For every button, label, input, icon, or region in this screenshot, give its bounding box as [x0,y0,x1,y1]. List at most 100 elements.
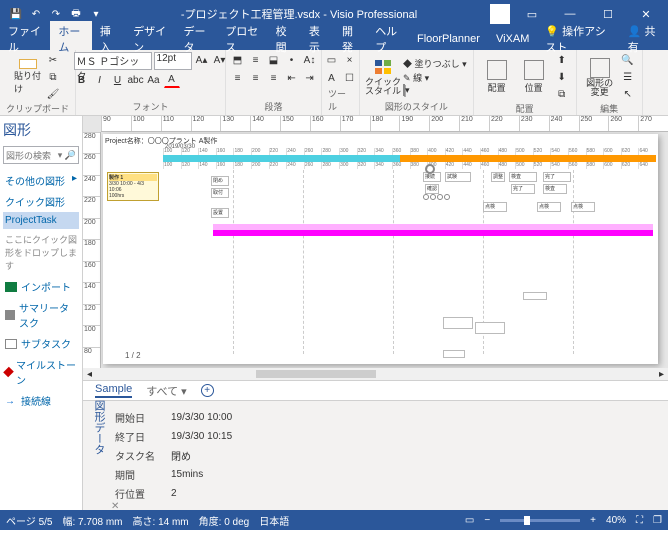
grow-font-icon[interactable]: A▴ [194,52,210,68]
rect-tool-icon[interactable]: ☐ [342,70,358,86]
italic-button[interactable]: I [92,72,108,88]
copy-icon[interactable]: ⧉ [45,69,61,85]
prop-value-start[interactable]: 19/3/30 10:00 [171,409,246,426]
task-box[interactable] [443,350,465,358]
effects-button[interactable]: ▾ [403,85,467,96]
task-box[interactable]: 調整 [491,172,505,182]
gantt-bar-progress[interactable] [213,230,653,236]
shapes-cat-quick[interactable]: クイック図形 [3,191,79,212]
strike-button[interactable]: abc [128,72,144,88]
task-box[interactable]: 検査 [543,184,567,194]
horizontal-ruler: 9010011012013014015016017018019020021022… [101,116,668,132]
tab-floorplanner[interactable]: FloorPlanner [409,31,488,47]
task-box[interactable]: 点検 [537,202,561,212]
save-icon[interactable]: 💾 [8,6,24,22]
page-tab-sample[interactable]: Sample [95,383,132,398]
position-button[interactable]: 位置 [517,57,551,97]
task-box[interactable]: 完了 [511,184,535,194]
account-icon[interactable] [490,4,510,24]
undo-icon[interactable]: ↶ [28,6,44,22]
task-box[interactable] [475,322,505,334]
shape-item-milestone[interactable]: マイルストーン [3,354,79,390]
align-top-icon[interactable]: ⬒ [230,52,246,68]
task-box[interactable]: 閉め [211,176,229,186]
group-icon[interactable]: ⧉ [554,86,570,102]
cut-icon[interactable]: ✂ [45,52,61,68]
zoom-slider[interactable] [500,519,580,522]
change-shape-button[interactable]: 図形の 変更 [583,57,617,97]
pointer-tool-icon[interactable]: ▭ [324,52,340,68]
prop-value-end[interactable]: 19/3/30 10:15 [171,428,246,445]
status-language[interactable]: 日本語 [259,513,289,528]
align-button[interactable]: 配置 [480,57,514,97]
task-box[interactable]: 試験 [445,172,471,182]
drawing-page[interactable]: Project名称：〇〇〇プラント A製作 2019/03/30 1001201… [103,134,658,364]
font-color-button[interactable]: A [164,72,180,88]
bullets-icon[interactable]: • [284,52,300,68]
char-button[interactable]: Aa [146,72,162,88]
find-icon[interactable]: 🔍 [620,52,636,68]
shape-data-close-icon[interactable]: ✕ [111,501,119,512]
summary-task-shape[interactable]: 製作 1 3/30 10:00 - 4/3 10:06 100hrs [107,172,159,201]
task-box[interactable]: 完了 [543,172,571,182]
shapes-cat-more[interactable]: その他の図形▸ [3,170,79,191]
text-tool-icon[interactable]: A [324,70,340,86]
task-box[interactable] [523,292,547,300]
shape-item-summary[interactable]: サマリータスク [3,297,79,333]
shape-item-subtask[interactable]: サブタスク [3,333,79,354]
shapes-cat-projecttask[interactable]: ProjectTask [3,212,79,229]
redo-icon[interactable]: ↷ [48,6,64,22]
fill-button[interactable]: ◆ 塗りつぶし ▾ [403,57,467,70]
task-box[interactable]: 点検 [571,202,595,212]
fit-window-icon[interactable]: ⛶ [636,515,643,526]
print-icon[interactable]: 🖶 [68,6,84,22]
align-center-icon[interactable]: ≡ [248,70,264,86]
task-box[interactable]: 取付 [211,188,229,198]
indent-inc-icon[interactable]: ⇥ [302,70,318,86]
zoom-in-icon[interactable]: + [590,515,596,526]
layers-icon[interactable]: ☰ [620,69,636,85]
prop-value-taskname[interactable]: 閉め [171,447,246,464]
task-box[interactable]: 設置 [211,208,229,218]
bold-button[interactable]: B [74,72,90,88]
milestone-shape[interactable] [425,164,435,174]
quick-styles-button[interactable]: クイック スタイル [366,56,400,96]
tab-vixam[interactable]: ViXAM [488,31,537,47]
shape-item-connector[interactable]: →接続線 [3,390,79,411]
presentation-mode-icon[interactable]: ▭ [465,515,474,526]
text-dir-icon[interactable]: A↕ [302,52,318,68]
task-box[interactable]: 検査 [509,172,537,182]
font-name-select[interactable]: ＭＳ Ｐゴシック [74,52,152,70]
prop-label-taskname: タスク名 [115,447,169,464]
prop-value-row[interactable]: 2 [171,485,246,502]
line-button[interactable]: ✎ 線 ▾ [403,71,467,84]
zoom-out-icon[interactable]: − [484,515,490,526]
page-tab-all[interactable]: すべて ▾ [146,383,186,399]
scrollbar-thumb[interactable] [256,370,376,378]
zoom-level[interactable]: 40% [606,515,626,526]
add-page-button[interactable]: + [201,384,214,397]
task-box[interactable] [443,317,473,329]
shapes-search-input[interactable]: 図形の検索▾ 🔎 [3,146,79,164]
align-left-icon[interactable]: ≡ [230,70,246,86]
paste-button[interactable]: 貼り付け [14,59,42,95]
align-right-icon[interactable]: ≡ [266,70,282,86]
select-icon[interactable]: ↖ [620,86,636,102]
horizontal-scrollbar[interactable]: ◂▸ [83,368,668,380]
qat-more-icon[interactable]: ▾ [88,6,104,22]
prop-value-duration[interactable]: 15mins [171,466,246,483]
summary-task-range: 3/30 10:00 - 4/3 10:06 [109,181,157,193]
shape-item-import[interactable]: インポート [3,276,79,297]
align-mid-icon[interactable]: ≡ [248,52,264,68]
underline-button[interactable]: U [110,72,126,88]
align-bot-icon[interactable]: ⬓ [266,52,282,68]
send-back-icon[interactable]: ⬇ [554,69,570,85]
task-box[interactable]: 点検 [483,202,507,212]
task-box[interactable]: 確認 [425,184,439,194]
bring-front-icon[interactable]: ⬆ [554,52,570,68]
connector-tool-icon[interactable]: × [342,52,358,68]
indent-dec-icon[interactable]: ⇤ [284,70,300,86]
font-size-select[interactable]: 12pt [154,52,192,70]
format-painter-icon[interactable]: 🖌 [45,86,61,102]
switch-windows-icon[interactable]: ❐ [653,515,662,526]
